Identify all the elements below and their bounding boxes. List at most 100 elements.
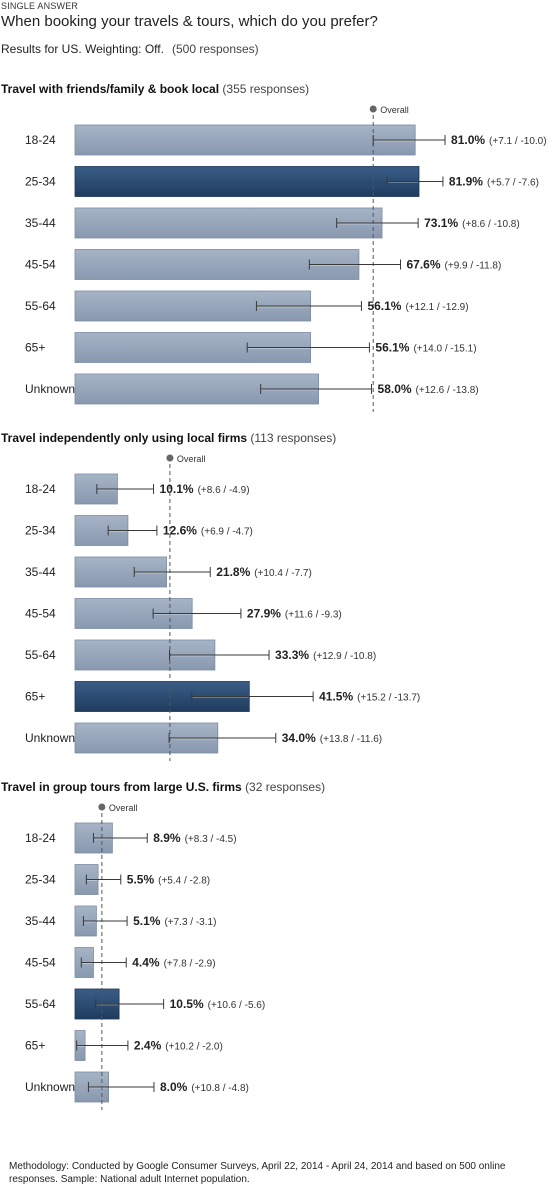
overall-marker: [166, 454, 174, 462]
section-title-text: Travel independently only using local fi…: [1, 431, 248, 445]
error-bar: [260, 384, 373, 394]
value-label: 56.1%: [375, 341, 409, 355]
error-bar: [152, 608, 242, 619]
category-label: 55-64: [25, 299, 56, 313]
confidence-label: (+8.6 / -10.8): [462, 219, 520, 230]
confidence-label: (+12.9 / -10.8): [313, 651, 376, 662]
error-bar: [336, 218, 419, 228]
error-bar: [107, 525, 158, 536]
value-label: 34.0%: [282, 731, 316, 745]
value-label: 33.3%: [275, 648, 309, 662]
error-bar: [96, 484, 155, 494]
overall-label: Overall: [109, 803, 138, 813]
category-label: 25-34: [25, 524, 56, 538]
section-response-count: (32 responses): [245, 780, 326, 794]
value-label: 81.9%: [449, 175, 483, 189]
confidence-label: (+8.3 / -4.5): [185, 834, 237, 845]
confidence-label: (+6.9 / -4.7): [201, 527, 253, 538]
confidence-label: (+13.8 / -11.6): [320, 734, 382, 745]
error-bar: [95, 999, 165, 1009]
confidence-label: (+7.1 / -10.0): [489, 136, 547, 147]
value-label: 12.6%: [163, 524, 197, 538]
category-label: 45-54: [25, 258, 56, 272]
value-label: 4.4%: [132, 956, 160, 970]
error-bar: [76, 1040, 129, 1051]
section-title-friends-family: Travel with friends/family & book local …: [1, 82, 309, 96]
overall-marker: [98, 803, 106, 811]
error-bar: [246, 342, 370, 353]
error-bar: [92, 833, 148, 843]
value-label: 5.1%: [133, 914, 161, 928]
confidence-label: (+11.6 / -9.3): [285, 610, 342, 621]
value-label: 67.6%: [407, 258, 441, 272]
error-bar: [85, 874, 122, 885]
error-bar: [80, 957, 127, 968]
category-label: 18-24: [25, 482, 56, 496]
category-label: 25-34: [25, 175, 56, 189]
overall-label: Overall: [380, 105, 409, 115]
bar-25-34: [74, 166, 420, 197]
section-title-group-tours: Travel in group tours from large U.S. fi…: [1, 780, 325, 794]
category-label: 18-24: [25, 133, 56, 147]
error-bar: [308, 259, 401, 270]
value-label: 2.4%: [134, 1039, 162, 1053]
bar-35-44: [74, 207, 383, 239]
value-label: 8.9%: [153, 831, 181, 845]
category-label: 35-44: [25, 216, 56, 230]
confidence-label: (+9.9 / -11.8): [445, 261, 502, 272]
survey-question: When booking your travels & tours, which…: [1, 13, 378, 30]
value-label: 73.1%: [424, 216, 458, 230]
methodology-note: Methodology: Conducted by Google Consume…: [9, 1161, 506, 1185]
confidence-label: (+7.3 / -3.1): [164, 917, 216, 928]
section-response-count: (113 responses): [250, 431, 337, 445]
section-title-independent-local: Travel independently only using local fi…: [1, 431, 336, 445]
bar-18-24: [74, 124, 416, 156]
category-label: Unknown: [25, 731, 75, 745]
category-label: 35-44: [25, 565, 56, 579]
confidence-label: (+12.1 / -12.9): [405, 302, 468, 313]
value-label: 21.8%: [216, 565, 250, 579]
chart-friends-family: Overall 18-24 81.0% (+7.1 / -10.0) 25-34 81.9…: [25, 105, 547, 412]
category-label: 25-34: [25, 873, 56, 887]
results-for-text: Results for US. Weighting: Off.: [1, 42, 164, 56]
confidence-label: (+10.8 / -4.8): [191, 1083, 249, 1094]
confidence-label: (+7.8 / -2.9): [164, 959, 216, 970]
value-label: 10.5%: [170, 997, 204, 1011]
confidence-label: (+15.2 / -13.7): [357, 693, 420, 704]
value-label: 5.5%: [127, 873, 155, 887]
chart-independent-local: Overall 18-24 10.1% (+8.6 / -4.9) 25-34 12.6%…: [25, 454, 420, 761]
category-label: 65+: [25, 341, 45, 355]
category-label: 65+: [25, 690, 45, 704]
confidence-label: (+5.4 / -2.8): [158, 876, 210, 887]
confidence-label: (+12.6 / -13.8): [416, 385, 479, 396]
results-summary: Results for US. Weighting: Off. (500 resp…: [1, 42, 259, 56]
value-label: 10.1%: [160, 482, 194, 496]
value-label: 81.0%: [451, 133, 485, 147]
section-response-count: (355 responses): [222, 82, 310, 96]
overall-label: Overall: [177, 454, 206, 464]
error-bar: [169, 650, 270, 660]
confidence-label: (+10.4 / -7.7): [254, 568, 312, 579]
confidence-label: (+8.6 / -4.9): [198, 485, 250, 496]
section-title-text: Travel with friends/family & book local: [1, 82, 220, 96]
category-label: 45-54: [25, 607, 56, 621]
category-label: 45-54: [25, 956, 56, 970]
confidence-label: (+10.2 / -2.0): [165, 1042, 223, 1053]
error-bar: [168, 733, 277, 743]
answer-type-label: SINGLE ANSWER: [1, 1, 79, 11]
value-label: 41.5%: [319, 690, 353, 704]
value-label: 27.9%: [247, 607, 281, 621]
error-bar: [87, 1082, 155, 1092]
category-label: 55-64: [25, 648, 56, 662]
confidence-label: (+5.7 / -7.6): [487, 178, 539, 189]
category-label: 55-64: [25, 997, 56, 1011]
error-bar: [82, 916, 128, 926]
value-label: 58.0%: [378, 382, 412, 396]
error-bar: [255, 301, 362, 311]
overall-marker: [369, 105, 377, 113]
total-responses: (500 responses): [171, 42, 259, 56]
error-bar: [133, 567, 211, 577]
section-title-text: Travel in group tours from large U.S. fi…: [1, 780, 242, 794]
error-bar: [372, 135, 446, 145]
